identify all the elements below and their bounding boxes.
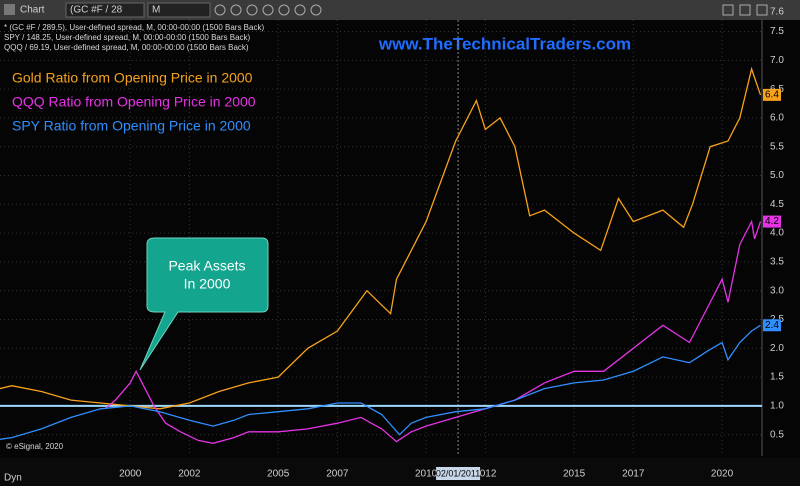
y-tick-label: 1.0 bbox=[770, 401, 784, 412]
copyright: © eSignal, 2020 bbox=[6, 442, 64, 451]
y-tick-label: 5.0 bbox=[770, 170, 784, 181]
symbol: (GC #F / 28 bbox=[70, 5, 123, 16]
callout: Peak Assets In 2000 bbox=[139, 237, 269, 371]
symbol-box[interactable] bbox=[65, 2, 145, 18]
x-tick-label: 2020 bbox=[711, 469, 734, 480]
y-tick-label: 3.5 bbox=[770, 257, 784, 268]
x-tick-label: 2005 bbox=[267, 469, 290, 480]
x-tick-label: 2002 bbox=[178, 469, 201, 480]
callout-text: In 2000 bbox=[184, 276, 231, 292]
series-line bbox=[104, 219, 762, 444]
cursor-label: 02/01/2011 bbox=[436, 468, 480, 478]
interval-box[interactable] bbox=[147, 2, 211, 18]
watermark: www.TheTechnicalTraders.com bbox=[378, 34, 631, 53]
cursor-label-box bbox=[436, 467, 481, 480]
callout-text: Peak Assets bbox=[168, 258, 245, 274]
y-tick-label: 7.0 bbox=[770, 55, 784, 66]
study-line: QQQ / 69.19, User-defined spread, M, 00:… bbox=[4, 43, 249, 52]
toolbar-title: Chart bbox=[20, 5, 45, 16]
x-axis-strip bbox=[0, 458, 800, 486]
interval: M bbox=[152, 5, 160, 16]
y-tick-label: 2.0 bbox=[770, 343, 784, 354]
last-value-box bbox=[763, 88, 781, 101]
y-tick-label: 4.0 bbox=[770, 228, 784, 239]
y-tick-label: 3.0 bbox=[770, 285, 784, 296]
x-tick-label: 2000 bbox=[119, 469, 142, 480]
footer-left: Dyn bbox=[4, 473, 22, 484]
x-tick-label: 2007 bbox=[326, 469, 349, 480]
last-value-label: 6.4 bbox=[765, 90, 779, 101]
study-line: * (GC #F / 289.5), User-defined spread, … bbox=[4, 23, 264, 32]
last-value-box bbox=[763, 319, 781, 332]
x-tick-label: 2012 bbox=[474, 469, 497, 480]
y-top-label: 7.6 bbox=[770, 7, 784, 18]
y-tick-label: 5.5 bbox=[770, 141, 784, 152]
x-tick-label: 2010 bbox=[415, 469, 438, 480]
legend-entry: QQQ Ratio from Opening Price in 2000 bbox=[12, 94, 256, 110]
x-tick-label: 2015 bbox=[563, 469, 586, 480]
y-tick-label: 4.5 bbox=[770, 199, 784, 210]
y-tick-label: 6.0 bbox=[770, 113, 784, 124]
toolbar-icon bbox=[4, 4, 15, 15]
x-tick-label: 2017 bbox=[622, 469, 645, 480]
last-value-label: 2.4 bbox=[765, 320, 779, 331]
legend-entry: SPY Ratio from Opening Price in 2000 bbox=[12, 118, 251, 134]
study-line: SPY / 148.25, User-defined spread, M, 00… bbox=[4, 33, 251, 42]
y-tick-label: 1.5 bbox=[770, 372, 784, 383]
last-value-label: 4.2 bbox=[765, 216, 779, 227]
legend-entry: Gold Ratio from Opening Price in 2000 bbox=[12, 70, 253, 86]
toolbar-buttons bbox=[214, 4, 768, 16]
y-tick-label: 0.5 bbox=[770, 429, 784, 440]
y-tick-label: 7.5 bbox=[770, 26, 784, 37]
last-value-box bbox=[763, 215, 781, 228]
callout-shape bbox=[139, 237, 269, 371]
series-line bbox=[0, 324, 761, 440]
